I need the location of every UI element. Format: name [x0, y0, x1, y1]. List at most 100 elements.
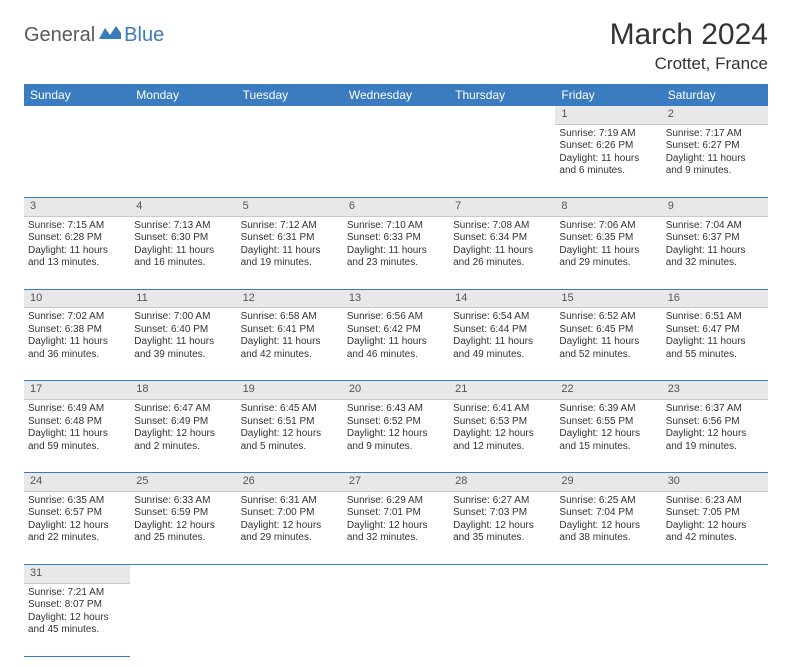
weekday-header: Thursday — [449, 84, 555, 106]
day-number: 28 — [449, 473, 555, 492]
sunset-text: Sunset: 6:45 PM — [559, 324, 657, 337]
daynum-row: 12 — [24, 106, 768, 124]
day-number — [24, 106, 130, 124]
sunrise-text: Sunrise: 6:43 AM — [347, 403, 445, 416]
day-number — [130, 106, 236, 124]
weekday-header-row: Sunday Monday Tuesday Wednesday Thursday… — [24, 84, 768, 106]
sunset-text: Sunset: 6:44 PM — [453, 324, 551, 337]
sunrise-text: Sunrise: 6:29 AM — [347, 495, 445, 508]
sunset-text: Sunset: 6:26 PM — [559, 140, 657, 153]
sunrise-text: Sunrise: 7:06 AM — [559, 220, 657, 233]
sunset-text: Sunset: 6:38 PM — [28, 324, 126, 337]
day-number: 8 — [555, 197, 661, 216]
day-cell: Sunrise: 6:51 AMSunset: 6:47 PMDaylight:… — [662, 308, 768, 381]
daynum-row: 10111213141516 — [24, 289, 768, 308]
day-number: 19 — [237, 381, 343, 400]
daylight-text: Daylight: 11 hours and 29 minutes. — [559, 245, 657, 270]
day-number: 29 — [555, 473, 661, 492]
sunrise-text: Sunrise: 6:52 AM — [559, 311, 657, 324]
sunset-text: Sunset: 6:31 PM — [241, 232, 339, 245]
sunrise-text: Sunrise: 6:27 AM — [453, 495, 551, 508]
location: Crottet, France — [610, 54, 768, 74]
sunrise-text: Sunrise: 6:54 AM — [453, 311, 551, 324]
daylight-text: Daylight: 11 hours and 55 minutes. — [666, 336, 764, 361]
sunset-text: Sunset: 6:59 PM — [134, 507, 232, 520]
daylight-text: Daylight: 12 hours and 22 minutes. — [28, 520, 126, 545]
day-cell — [237, 583, 343, 656]
daylight-text: Daylight: 12 hours and 15 minutes. — [559, 428, 657, 453]
day-cell: Sunrise: 6:31 AMSunset: 7:00 PMDaylight:… — [237, 491, 343, 564]
day-number: 25 — [130, 473, 236, 492]
logo-text-blue: Blue — [124, 24, 164, 47]
day-number: 20 — [343, 381, 449, 400]
sunset-text: Sunset: 6:55 PM — [559, 416, 657, 429]
day-number: 15 — [555, 289, 661, 308]
day-cell: Sunrise: 7:13 AMSunset: 6:30 PMDaylight:… — [130, 216, 236, 289]
logo-text-general: General — [24, 24, 95, 47]
sunrise-text: Sunrise: 6:31 AM — [241, 495, 339, 508]
day-number: 10 — [24, 289, 130, 308]
sunset-text: Sunset: 6:47 PM — [666, 324, 764, 337]
sunset-text: Sunset: 6:48 PM — [28, 416, 126, 429]
sunrise-text: Sunrise: 7:19 AM — [559, 128, 657, 141]
day-number — [449, 106, 555, 124]
sunset-text: Sunset: 6:33 PM — [347, 232, 445, 245]
day-cell — [130, 124, 236, 197]
day-number: 3 — [24, 197, 130, 216]
day-number: 23 — [662, 381, 768, 400]
day-cell: Sunrise: 7:15 AMSunset: 6:28 PMDaylight:… — [24, 216, 130, 289]
day-cell: Sunrise: 6:45 AMSunset: 6:51 PMDaylight:… — [237, 400, 343, 473]
day-number: 22 — [555, 381, 661, 400]
day-number: 21 — [449, 381, 555, 400]
day-cell — [449, 583, 555, 656]
title-block: March 2024 Crottet, France — [610, 18, 768, 74]
sunrise-text: Sunrise: 6:35 AM — [28, 495, 126, 508]
day-number: 1 — [555, 106, 661, 124]
day-number: 17 — [24, 381, 130, 400]
daylight-text: Daylight: 11 hours and 36 minutes. — [28, 336, 126, 361]
daynum-row: 24252627282930 — [24, 473, 768, 492]
sunrise-text: Sunrise: 7:02 AM — [28, 311, 126, 324]
daylight-text: Daylight: 12 hours and 25 minutes. — [134, 520, 232, 545]
day-cell: Sunrise: 6:58 AMSunset: 6:41 PMDaylight:… — [237, 308, 343, 381]
day-number — [343, 106, 449, 124]
sunset-text: Sunset: 6:34 PM — [453, 232, 551, 245]
day-cell: Sunrise: 6:41 AMSunset: 6:53 PMDaylight:… — [449, 400, 555, 473]
daylight-text: Daylight: 11 hours and 19 minutes. — [241, 245, 339, 270]
daynum-row: 31 — [24, 564, 768, 583]
daylight-text: Daylight: 12 hours and 42 minutes. — [666, 520, 764, 545]
day-cell: Sunrise: 7:21 AMSunset: 8:07 PMDaylight:… — [24, 583, 130, 656]
sunrise-text: Sunrise: 7:13 AM — [134, 220, 232, 233]
day-cell — [130, 583, 236, 656]
sunset-text: Sunset: 8:07 PM — [28, 599, 126, 612]
day-cell: Sunrise: 6:33 AMSunset: 6:59 PMDaylight:… — [130, 491, 236, 564]
sunrise-text: Sunrise: 6:39 AM — [559, 403, 657, 416]
day-number: 13 — [343, 289, 449, 308]
weekday-header: Saturday — [662, 84, 768, 106]
day-number: 30 — [662, 473, 768, 492]
week-row: Sunrise: 7:02 AMSunset: 6:38 PMDaylight:… — [24, 308, 768, 381]
daylight-text: Daylight: 11 hours and 23 minutes. — [347, 245, 445, 270]
day-number — [555, 564, 661, 583]
day-number — [343, 564, 449, 583]
day-cell: Sunrise: 7:06 AMSunset: 6:35 PMDaylight:… — [555, 216, 661, 289]
sunrise-text: Sunrise: 6:41 AM — [453, 403, 551, 416]
sunset-text: Sunset: 6:28 PM — [28, 232, 126, 245]
weekday-header: Tuesday — [237, 84, 343, 106]
week-row: Sunrise: 7:15 AMSunset: 6:28 PMDaylight:… — [24, 216, 768, 289]
daylight-text: Daylight: 11 hours and 46 minutes. — [347, 336, 445, 361]
day-number: 7 — [449, 197, 555, 216]
logo: General Blue — [24, 24, 164, 47]
sunset-text: Sunset: 7:05 PM — [666, 507, 764, 520]
day-number: 26 — [237, 473, 343, 492]
day-cell: Sunrise: 6:43 AMSunset: 6:52 PMDaylight:… — [343, 400, 449, 473]
day-number — [237, 564, 343, 583]
day-number: 18 — [130, 381, 236, 400]
day-number: 5 — [237, 197, 343, 216]
sunset-text: Sunset: 7:03 PM — [453, 507, 551, 520]
sunrise-text: Sunrise: 7:00 AM — [134, 311, 232, 324]
sunset-text: Sunset: 6:37 PM — [666, 232, 764, 245]
sunrise-text: Sunrise: 7:17 AM — [666, 128, 764, 141]
day-cell — [343, 124, 449, 197]
day-cell: Sunrise: 7:10 AMSunset: 6:33 PMDaylight:… — [343, 216, 449, 289]
